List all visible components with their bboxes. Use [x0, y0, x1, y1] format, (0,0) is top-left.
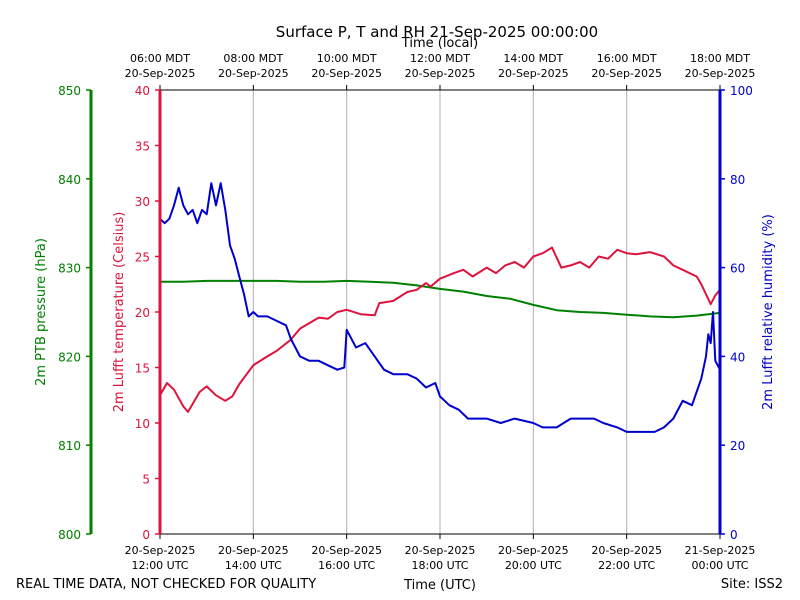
humidity-tick-label: 80 [730, 173, 745, 187]
pressure-tick-label: 810 [58, 439, 81, 453]
grid-lines [159, 90, 721, 534]
top-axis-title: Time (local) [401, 36, 478, 51]
tick-labels: 20-Sep-2025 12:00 UTC 20-Sep-2025 14:00 UTC… [58, 52, 755, 572]
pressure-tick-label: 830 [58, 262, 81, 276]
x-axis-label: Time (UTC) [403, 578, 476, 593]
top-tick-time: 06:00 MDT [130, 52, 190, 65]
pressure-axis-label: 2m PTB pressure (hPa) [34, 238, 49, 386]
x-tick-time: 20:00 UTC [505, 559, 562, 572]
x-tick-time: 00:00 UTC [691, 559, 748, 572]
x-tick-date: 21-Sep-2025 [685, 544, 756, 557]
top-tick-time: 12:00 MDT [410, 52, 470, 65]
humidity-tick-label: 100 [730, 84, 753, 98]
axes [86, 85, 725, 539]
temperature-tick-label: 5 [142, 473, 150, 487]
x-tick-time: 14:00 UTC [225, 559, 282, 572]
top-tick-time: 14:00 MDT [503, 52, 563, 65]
temperature-series-line [159, 246, 721, 413]
top-tick-date: 20-Sep-2025 [685, 67, 756, 80]
pressure-tick-label: 850 [58, 84, 81, 98]
humidity-axis-label: 2m Lufft relative humidity (%) [761, 214, 776, 410]
top-tick-date: 20-Sep-2025 [218, 67, 289, 80]
temperature-tick-label: 20 [135, 306, 150, 320]
chart-title: Surface P, T and RH 21-Sep-2025 00:00:00 [276, 23, 598, 41]
temperature-tick-label: 25 [135, 251, 150, 265]
top-tick-time: 08:00 MDT [223, 52, 283, 65]
top-tick-time: 10:00 MDT [317, 52, 377, 65]
site-label: Site: ISS2 [721, 577, 783, 592]
temperature-tick-label: 10 [135, 417, 150, 431]
x-tick-date: 20-Sep-2025 [311, 544, 382, 557]
x-tick-date: 20-Sep-2025 [498, 544, 569, 557]
humidity-tick-label: 20 [730, 439, 745, 453]
humidity-tick-label: 0 [730, 528, 738, 542]
top-tick-date: 20-Sep-2025 [591, 67, 662, 80]
top-tick-date: 20-Sep-2025 [125, 67, 196, 80]
series-lines [159, 182, 721, 433]
top-tick-date: 20-Sep-2025 [405, 67, 476, 80]
pressure-tick-label: 820 [58, 350, 81, 364]
x-tick-date: 20-Sep-2025 [218, 544, 289, 557]
pressure-tick-label: 800 [58, 528, 81, 542]
temperature-tick-label: 30 [135, 195, 150, 209]
quality-note: REAL TIME DATA, NOT CHECKED FOR QUALITY [16, 577, 316, 592]
x-tick-time: 18:00 UTC [411, 559, 468, 572]
temperature-tick-label: 0 [142, 528, 150, 542]
pressure-series-line [160, 279, 721, 319]
humidity-series-line [159, 182, 721, 433]
temperature-tick-label: 40 [135, 84, 150, 98]
x-tick-date: 20-Sep-2025 [125, 544, 196, 557]
humidity-tick-label: 40 [730, 350, 745, 364]
top-tick-time: 18:00 MDT [690, 52, 750, 65]
x-tick-time: 16:00 UTC [318, 559, 375, 572]
x-tick-time: 12:00 UTC [131, 559, 188, 572]
top-tick-time: 16:00 MDT [597, 52, 657, 65]
x-tick-time: 22:00 UTC [598, 559, 655, 572]
x-tick-date: 20-Sep-2025 [405, 544, 476, 557]
top-tick-date: 20-Sep-2025 [311, 67, 382, 80]
top-tick-date: 20-Sep-2025 [498, 67, 569, 80]
x-tick-date: 20-Sep-2025 [591, 544, 662, 557]
pressure-tick-label: 840 [58, 173, 81, 187]
temperature-tick-label: 35 [135, 140, 150, 154]
temperature-tick-label: 15 [135, 362, 150, 376]
humidity-tick-label: 60 [730, 262, 745, 276]
temperature-axis-label: 2m Lufft temperature (Celsius) [112, 212, 127, 413]
